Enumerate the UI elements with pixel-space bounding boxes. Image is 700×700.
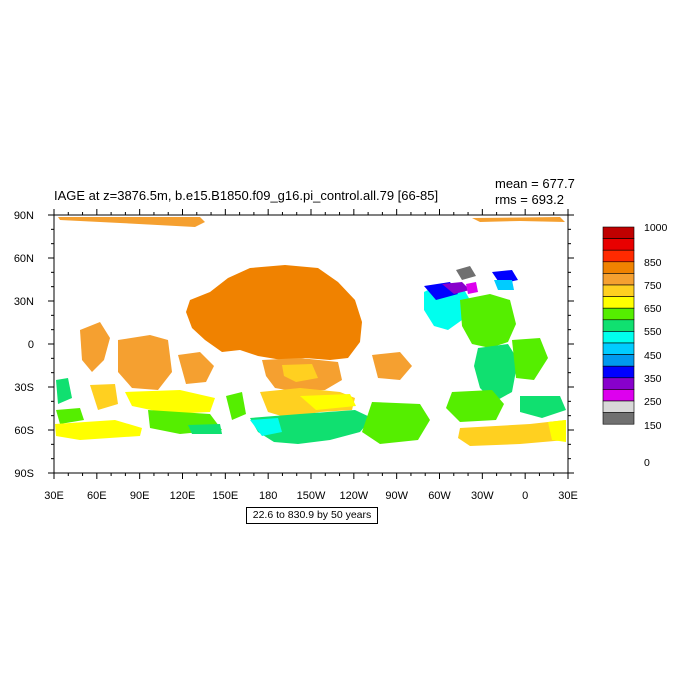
x-tick-label: 60E — [87, 490, 107, 502]
colorbar-swatch — [602, 400, 635, 413]
x-tick-label: 90E — [130, 490, 150, 502]
y-tick-label: 90S — [14, 468, 34, 480]
colorbar-label: 150 — [644, 420, 662, 432]
pacific-south-cyan — [250, 418, 282, 436]
contour-info-box: 22.6 to 830.9 by 50 years — [246, 507, 378, 524]
colorbar-swatch — [602, 377, 635, 390]
y-tick-label: 30N — [14, 296, 34, 308]
x-tick-label: 30E — [44, 490, 64, 502]
colorbar-label: 450 — [644, 350, 662, 362]
x-tick-label: 120W — [339, 490, 368, 502]
cape-basin-green — [520, 396, 566, 418]
colorbar-swatch — [602, 296, 635, 309]
x-axis-ticks: 30E 60E 90E 120E 150E 180 150W 120W 90W 60W 30W 0 30… — [44, 209, 578, 502]
colorbar-swatch — [602, 273, 635, 286]
y-tick-label: 90N — [14, 210, 34, 222]
x-tick-label: 60W — [428, 490, 451, 502]
colorbar-swatch — [602, 226, 635, 239]
x-tick-label: 30W — [471, 490, 494, 502]
colorbar-swatch — [602, 307, 635, 321]
south-atlantic-east-green — [512, 338, 548, 380]
x-tick-label: 150W — [297, 490, 326, 502]
colorbar-swatch — [602, 249, 635, 263]
colorbar-label: 550 — [644, 326, 662, 338]
colorbar-swatch — [602, 342, 635, 355]
weddell-yellow — [548, 420, 566, 442]
pacific-south-gold-1 — [282, 364, 318, 382]
y-tick-label: 60N — [14, 253, 34, 265]
indian-tail-green — [188, 424, 222, 434]
argentine-basin-green — [446, 390, 504, 422]
colorbar-swatch — [602, 319, 635, 332]
ocean-age-field — [55, 217, 566, 446]
indian-south-yellow — [125, 390, 215, 414]
plot-title: IAGE at z=3876.5m, b.e15.B1850.f09_g16.p… — [54, 188, 439, 203]
x-tick-label: 150E — [212, 490, 238, 502]
indian-west-gold — [90, 384, 118, 410]
colorbar-swatch — [602, 284, 635, 297]
colorbar: 1000 850 750 650 550 450 350 250 150 0 — [602, 222, 668, 469]
x-tick-label: 90W — [385, 490, 408, 502]
x-tick-label: 30E — [558, 490, 578, 502]
african-coast-green — [56, 378, 72, 404]
southwest-yellow — [55, 420, 142, 440]
colorbar-label: 0 — [644, 457, 650, 469]
colorbar-swatch — [602, 331, 635, 344]
colorbar-swatch — [602, 238, 635, 251]
kerguelen-green — [226, 392, 246, 420]
colorbar-label: 250 — [644, 396, 662, 408]
y-tick-label: 30S — [14, 382, 34, 394]
indian-west-orange — [80, 322, 110, 372]
southeast-pacific-green — [362, 402, 430, 444]
colorbar-label: 850 — [644, 257, 662, 269]
weddell-gold — [458, 420, 566, 446]
x-tick-label: 180 — [259, 490, 277, 502]
colorbar-swatch — [602, 261, 635, 274]
rms-value: rms = 693.2 — [495, 192, 565, 207]
colorbar-swatch — [602, 412, 635, 425]
pacific-south-yellow — [300, 394, 356, 410]
colorbar-swatch — [602, 365, 635, 379]
labrador-purple — [442, 282, 470, 294]
pacific-north-orange — [186, 265, 362, 360]
nordic-sky — [494, 280, 514, 290]
x-tick-label: 0 — [522, 490, 528, 502]
arctic-patch-west — [58, 217, 205, 227]
stats-block: mean = 677.7 rms = 693.2 — [495, 176, 575, 208]
baffin-grey — [456, 266, 476, 280]
mean-value: mean = 677.7 — [495, 176, 575, 191]
colorbar-label: 650 — [644, 303, 662, 315]
x-tick-label: 120E — [170, 490, 196, 502]
east-pacific-orange — [372, 352, 412, 380]
colorbar-swatch — [602, 389, 635, 402]
colorbar-label: 350 — [644, 373, 662, 385]
labrador-magenta — [466, 282, 478, 294]
arctic-patch-east — [472, 217, 565, 222]
mid-atlantic-green — [460, 294, 516, 348]
colorbar-label: 750 — [644, 280, 662, 292]
indian-east-orange — [178, 352, 214, 384]
indian-central-orange — [118, 335, 172, 390]
colorbar-label: 1000 — [644, 222, 668, 234]
y-tick-label: 60S — [14, 425, 34, 437]
southwest-green — [56, 408, 84, 424]
y-axis-ticks: 90N 60N 30N 0 30S 60S 90S — [14, 210, 574, 480]
colorbar-swatch — [602, 354, 635, 367]
pacific-south-green — [250, 410, 372, 444]
y-tick-label: 0 — [28, 339, 34, 351]
south-atlantic-west-green — [474, 344, 518, 402]
